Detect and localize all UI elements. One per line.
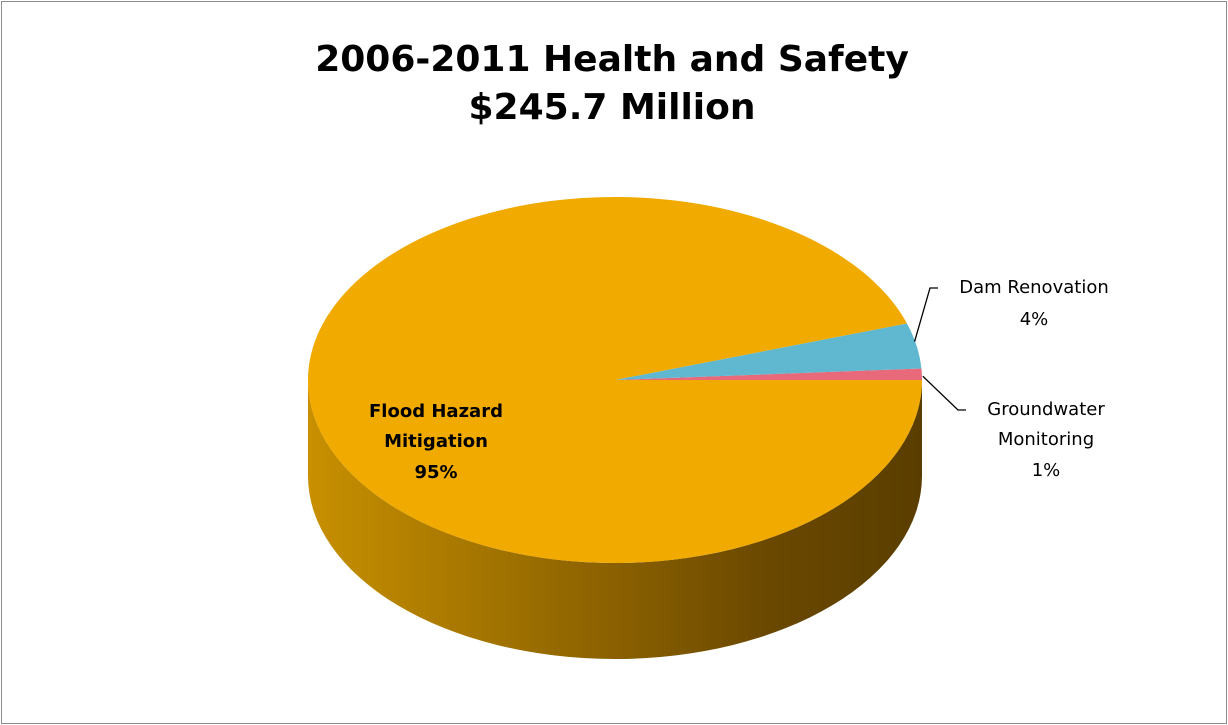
- pie-slice-dam-renovation: [615, 323, 922, 380]
- pie-slice-groundwater-monitoring: [615, 368, 922, 380]
- data-label-flood-percent: 95%: [414, 462, 457, 483]
- chart-title: 2006-2011 Health and Safety: [315, 39, 909, 80]
- chart-title-block: 2006-2011 Health and Safety $245.7 Milli…: [0, 36, 1224, 132]
- pie-slice-flood-hazard-mitigation: [307, 197, 922, 563]
- leader-line-groundwater: [922, 375, 966, 411]
- data-label-groundwater-line1: Groundwater: [987, 399, 1105, 420]
- data-label-groundwater-percent: 1%: [1032, 460, 1061, 481]
- data-label-dam-line1: Dam Renovation: [959, 277, 1109, 298]
- pie-side-wall: [308, 380, 922, 659]
- data-label-flood-line1: Flood Hazard: [369, 401, 503, 422]
- data-label-groundwater-line2: Monitoring: [998, 429, 1094, 450]
- data-label-flood-line2: Mitigation: [384, 431, 488, 452]
- data-label-dam-percent: 4%: [1020, 309, 1049, 330]
- leader-line-dam: [913, 287, 938, 342]
- chart-subtitle: $245.7 Million: [468, 87, 756, 128]
